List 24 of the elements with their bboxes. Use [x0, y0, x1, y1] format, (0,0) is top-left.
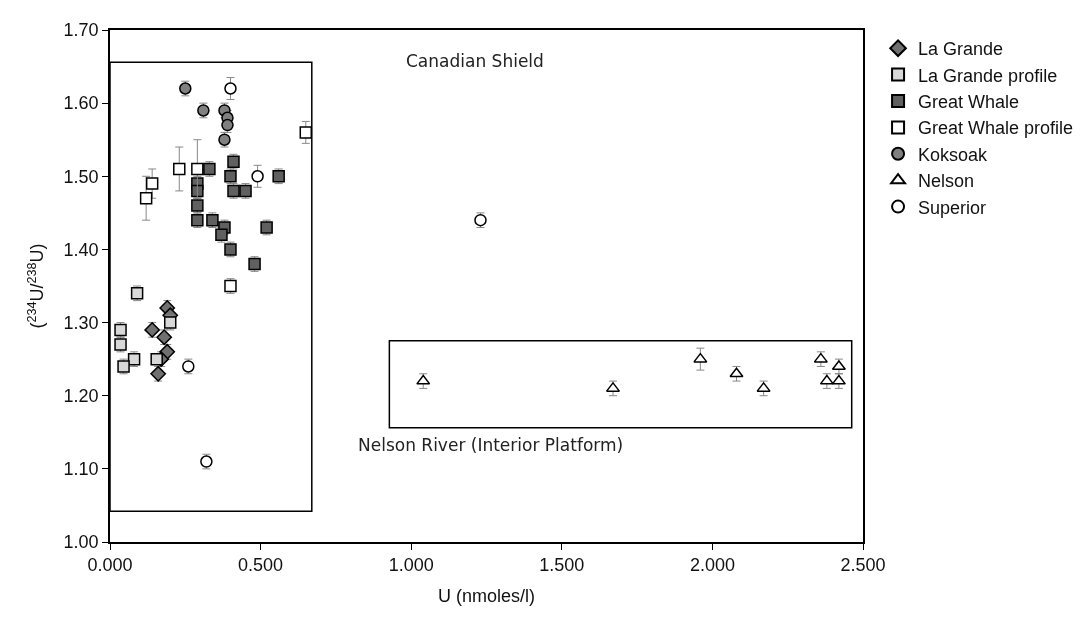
y-tick-label: 1.60: [63, 93, 99, 114]
legend-label: Koksoak: [918, 144, 989, 165]
x-tick-label: 2.000: [689, 555, 735, 576]
legend-label: La Grande profile: [918, 65, 1058, 86]
x-tick-label: 1.000: [388, 555, 434, 576]
legend-label: Great Whale profile: [918, 118, 1074, 139]
legend-label: La Grande: [918, 39, 1004, 60]
x-tick-label: 0.500: [238, 555, 284, 576]
annotation: Canadian Shield: [406, 51, 544, 71]
legend-label: Nelson: [918, 171, 975, 192]
y-tick-label: 1.30: [63, 312, 99, 333]
y-tick-label: 1.50: [63, 166, 99, 187]
y-tick-label: 1.00: [63, 532, 99, 553]
legend-label: Superior: [918, 197, 987, 218]
x-axis-title: U (nmoles/l): [437, 585, 536, 606]
y-tick-label: 1.70: [63, 20, 99, 41]
y-tick-label: 1.20: [63, 386, 99, 407]
y-tick-label: 1.40: [63, 239, 99, 260]
annotation: Nelson River (Interior Platform): [358, 435, 624, 455]
y-tick-label: 1.10: [63, 459, 99, 480]
x-tick-label: 2.500: [840, 555, 886, 576]
x-tick-label: 1.500: [539, 555, 585, 576]
x-tick-label: 0.000: [87, 555, 133, 576]
legend-label: Great Whale: [918, 92, 1020, 113]
